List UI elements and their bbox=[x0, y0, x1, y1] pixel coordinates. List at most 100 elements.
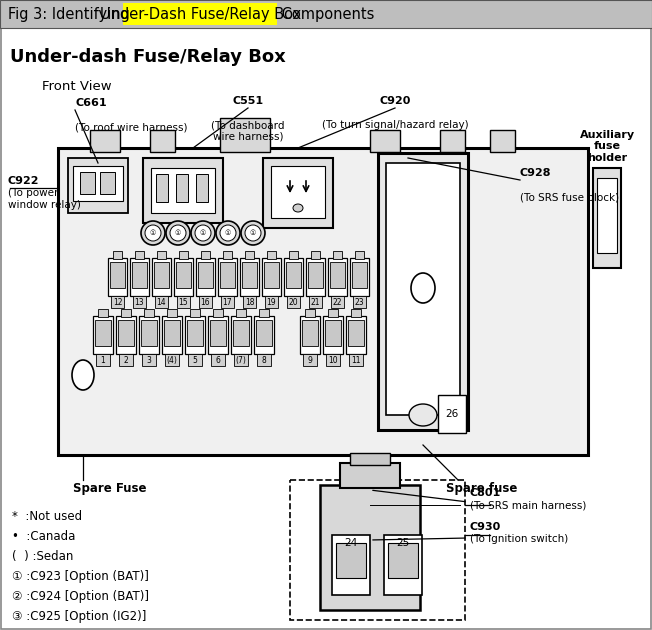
Text: ①: ① bbox=[175, 230, 181, 236]
Bar bbox=[58, 148, 588, 455]
Text: ①: ① bbox=[150, 230, 156, 236]
Bar bbox=[370, 130, 400, 152]
Text: C661: C661 bbox=[75, 98, 107, 108]
Circle shape bbox=[220, 225, 236, 241]
Bar bbox=[256, 320, 272, 346]
Bar bbox=[177, 296, 190, 308]
Bar bbox=[348, 320, 364, 346]
Text: ③ :C925 [Option (IG2)]: ③ :C925 [Option (IG2)] bbox=[12, 610, 147, 623]
Bar bbox=[245, 251, 254, 259]
Bar bbox=[271, 166, 325, 218]
Bar bbox=[333, 251, 342, 259]
Bar bbox=[597, 178, 617, 253]
Bar bbox=[164, 320, 180, 346]
Text: 8: 8 bbox=[261, 356, 267, 365]
Bar bbox=[330, 262, 345, 288]
Text: 18: 18 bbox=[244, 298, 254, 307]
Bar bbox=[438, 395, 466, 433]
Bar bbox=[220, 118, 270, 152]
Text: C922: C922 bbox=[8, 176, 40, 186]
Text: Spare Fuse: Spare Fuse bbox=[73, 482, 147, 495]
Text: Spare fuse: Spare fuse bbox=[446, 482, 518, 495]
Bar bbox=[290, 480, 465, 620]
Bar bbox=[331, 296, 344, 308]
Bar bbox=[165, 354, 179, 366]
Text: C928: C928 bbox=[520, 168, 552, 178]
Text: ①: ① bbox=[225, 230, 231, 236]
Bar bbox=[233, 320, 249, 346]
Bar bbox=[113, 251, 122, 259]
Text: (To ignition switch): (To ignition switch) bbox=[470, 534, 569, 544]
Bar bbox=[196, 258, 215, 296]
Text: 16: 16 bbox=[201, 298, 211, 307]
Bar bbox=[223, 251, 232, 259]
Bar bbox=[325, 320, 341, 346]
Bar bbox=[210, 320, 226, 346]
Bar bbox=[346, 316, 366, 354]
Bar bbox=[176, 174, 188, 202]
Text: (4): (4) bbox=[166, 356, 177, 365]
Text: 13: 13 bbox=[135, 298, 144, 307]
Bar bbox=[139, 316, 159, 354]
Bar bbox=[185, 316, 205, 354]
Bar bbox=[179, 251, 188, 259]
Bar bbox=[130, 258, 149, 296]
Bar bbox=[254, 316, 274, 354]
Bar bbox=[156, 174, 168, 202]
Text: (To power
window relay): (To power window relay) bbox=[8, 188, 81, 210]
Text: 21: 21 bbox=[311, 298, 320, 307]
Circle shape bbox=[166, 221, 190, 245]
Bar bbox=[231, 316, 251, 354]
Text: (To roof wire harness): (To roof wire harness) bbox=[75, 122, 188, 132]
Text: 6: 6 bbox=[216, 356, 220, 365]
Bar bbox=[142, 354, 156, 366]
Text: 12: 12 bbox=[113, 298, 123, 307]
Bar bbox=[100, 172, 115, 194]
Bar bbox=[196, 174, 208, 202]
Text: 26: 26 bbox=[445, 409, 458, 419]
Text: (To turn signal/hazard relay): (To turn signal/hazard relay) bbox=[321, 120, 468, 130]
Bar bbox=[68, 158, 128, 213]
Text: ①: ① bbox=[250, 230, 256, 236]
Bar bbox=[95, 320, 111, 346]
Bar bbox=[302, 320, 318, 346]
Bar bbox=[220, 262, 235, 288]
Bar bbox=[155, 296, 168, 308]
Bar bbox=[110, 262, 125, 288]
Bar bbox=[326, 354, 340, 366]
Bar bbox=[132, 262, 147, 288]
Bar bbox=[187, 320, 203, 346]
Text: 5: 5 bbox=[192, 356, 198, 365]
Bar bbox=[328, 309, 338, 317]
Bar bbox=[0, 0, 652, 28]
Circle shape bbox=[145, 225, 161, 241]
Bar bbox=[303, 354, 317, 366]
Text: 24: 24 bbox=[344, 538, 358, 548]
Bar bbox=[265, 296, 278, 308]
Bar bbox=[199, 296, 212, 308]
Text: 3: 3 bbox=[147, 356, 151, 365]
Bar bbox=[151, 168, 215, 213]
Bar bbox=[300, 316, 320, 354]
Bar bbox=[221, 296, 234, 308]
Ellipse shape bbox=[409, 404, 437, 426]
Bar bbox=[311, 251, 320, 259]
Bar bbox=[593, 168, 621, 268]
Text: 23: 23 bbox=[355, 298, 364, 307]
Bar bbox=[257, 354, 271, 366]
Bar bbox=[350, 453, 390, 465]
Text: 22: 22 bbox=[333, 298, 342, 307]
Bar bbox=[188, 354, 202, 366]
Bar bbox=[388, 543, 418, 578]
Bar bbox=[308, 262, 323, 288]
Text: (7): (7) bbox=[235, 356, 246, 365]
Bar bbox=[305, 309, 315, 317]
Bar bbox=[284, 258, 303, 296]
Bar bbox=[90, 130, 120, 152]
Ellipse shape bbox=[293, 204, 303, 212]
Bar bbox=[264, 262, 279, 288]
Circle shape bbox=[191, 221, 215, 245]
Circle shape bbox=[195, 225, 211, 241]
Bar bbox=[208, 316, 228, 354]
Text: Front View: Front View bbox=[42, 80, 111, 93]
